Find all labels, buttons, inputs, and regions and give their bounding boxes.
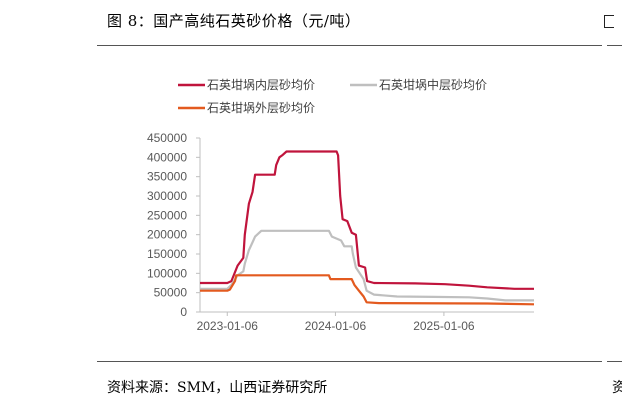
y-tick-label: 250000 — [147, 208, 187, 222]
series-line-2 — [200, 229, 534, 302]
x-tick-label: 2024-01-06 — [305, 319, 367, 333]
y-tick-label: 450000 — [147, 131, 187, 145]
x-tick-label: 2025-01-06 — [413, 319, 475, 333]
top-rule — [97, 45, 602, 46]
y-tick-label: 400000 — [147, 150, 187, 164]
y-tick-label: 300000 — [147, 189, 187, 203]
series-line-3 — [200, 274, 535, 306]
bottom-rule — [97, 361, 602, 362]
y-tick-label: 50000 — [154, 286, 188, 300]
x-tick-label: 2023-01-06 — [197, 319, 259, 333]
y-tick-label: 100000 — [147, 266, 187, 280]
y-tick-label: 200000 — [147, 228, 187, 242]
next-figure-top-rule — [607, 45, 622, 46]
figure-title: 图 8：国产高纯石英砂价格（元/吨） — [107, 12, 361, 30]
next-figure-title-fragment — [604, 15, 614, 28]
next-figure-bottom-rule — [607, 361, 622, 362]
y-tick-label: 350000 — [147, 170, 187, 184]
legend-label-1: 石英坩埚内层砂均价 — [207, 78, 315, 92]
legend-label-3: 石英坩埚外层砂均价 — [207, 101, 315, 115]
y-tick-label: 0 — [180, 305, 187, 319]
figure-source: 资料来源：SMM，山西证券研究所 — [107, 380, 328, 396]
next-figure-source-fragment: 资 — [612, 380, 622, 394]
series-line-1 — [200, 150, 534, 290]
legend-label-2: 石英坩埚中层砂均价 — [379, 77, 487, 92]
chart-axes: 0 50000 100000 150000 200000 250000 300000 3500… — [147, 131, 534, 333]
chart-series — [200, 150, 535, 306]
y-tick-label: 150000 — [147, 247, 187, 261]
